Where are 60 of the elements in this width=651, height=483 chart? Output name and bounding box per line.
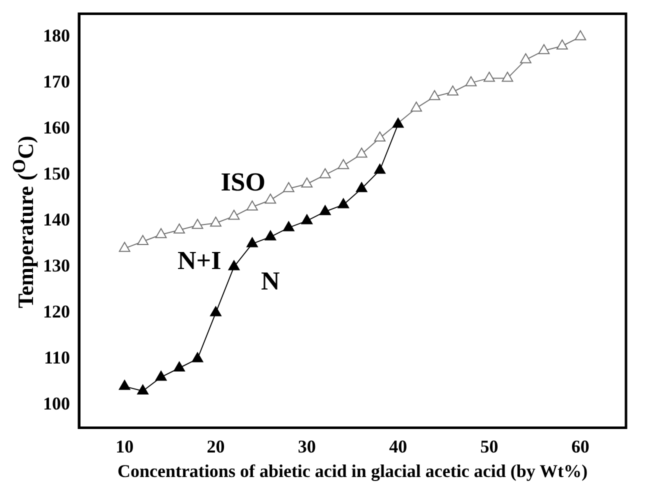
point xyxy=(282,221,294,232)
point xyxy=(246,200,258,210)
y-tick-label: 180 xyxy=(43,25,70,46)
y-tick-label: 100 xyxy=(43,393,70,414)
point xyxy=(338,198,350,208)
x-axis-title: Concentrations of abietic acid in glacial acetic acid (by Wt%) xyxy=(117,460,588,481)
x-tick-label: 20 xyxy=(206,436,225,456)
point xyxy=(392,118,404,128)
point xyxy=(538,44,550,54)
y-tick-label: 160 xyxy=(43,117,70,138)
point xyxy=(428,90,440,100)
point xyxy=(410,102,422,112)
point xyxy=(319,205,331,216)
point xyxy=(137,235,149,245)
y-tick-label: 150 xyxy=(43,163,70,184)
point xyxy=(520,53,532,64)
point xyxy=(228,260,240,270)
y-tick-label: 140 xyxy=(43,209,70,230)
point xyxy=(246,237,258,248)
annotation: N xyxy=(261,266,280,296)
annotation: ISO xyxy=(220,167,266,196)
point xyxy=(356,182,368,192)
x-tick-label: 60 xyxy=(571,436,590,456)
point xyxy=(502,72,514,82)
y-tick-label: 120 xyxy=(43,301,70,322)
point xyxy=(556,40,568,50)
point xyxy=(118,380,130,390)
point xyxy=(301,214,313,224)
point xyxy=(155,228,167,238)
x-tick-label: 50 xyxy=(480,436,498,456)
x-tick-label: 30 xyxy=(298,436,316,456)
point xyxy=(155,370,167,381)
point xyxy=(174,224,185,234)
y-tick-label: 130 xyxy=(43,255,70,276)
y-tick-label: 170 xyxy=(43,71,70,92)
point xyxy=(447,86,458,96)
point xyxy=(374,164,386,174)
point xyxy=(264,194,276,204)
point xyxy=(210,306,222,316)
point xyxy=(574,30,586,40)
x-tick-label: 10 xyxy=(116,436,134,456)
x-tick-label: 40 xyxy=(389,436,408,456)
point xyxy=(192,352,204,362)
point xyxy=(484,72,495,82)
point xyxy=(192,218,204,229)
point xyxy=(356,148,368,158)
point xyxy=(137,384,149,394)
point xyxy=(228,210,240,220)
point xyxy=(264,230,276,240)
point xyxy=(319,168,331,178)
point xyxy=(282,182,294,192)
point xyxy=(210,216,222,227)
point xyxy=(338,159,350,170)
y-tick-label: 110 xyxy=(44,347,70,368)
point xyxy=(374,132,386,142)
annotation: N+I xyxy=(177,246,222,275)
point xyxy=(301,178,313,188)
point xyxy=(465,76,477,86)
point xyxy=(174,362,185,372)
point xyxy=(118,242,130,252)
